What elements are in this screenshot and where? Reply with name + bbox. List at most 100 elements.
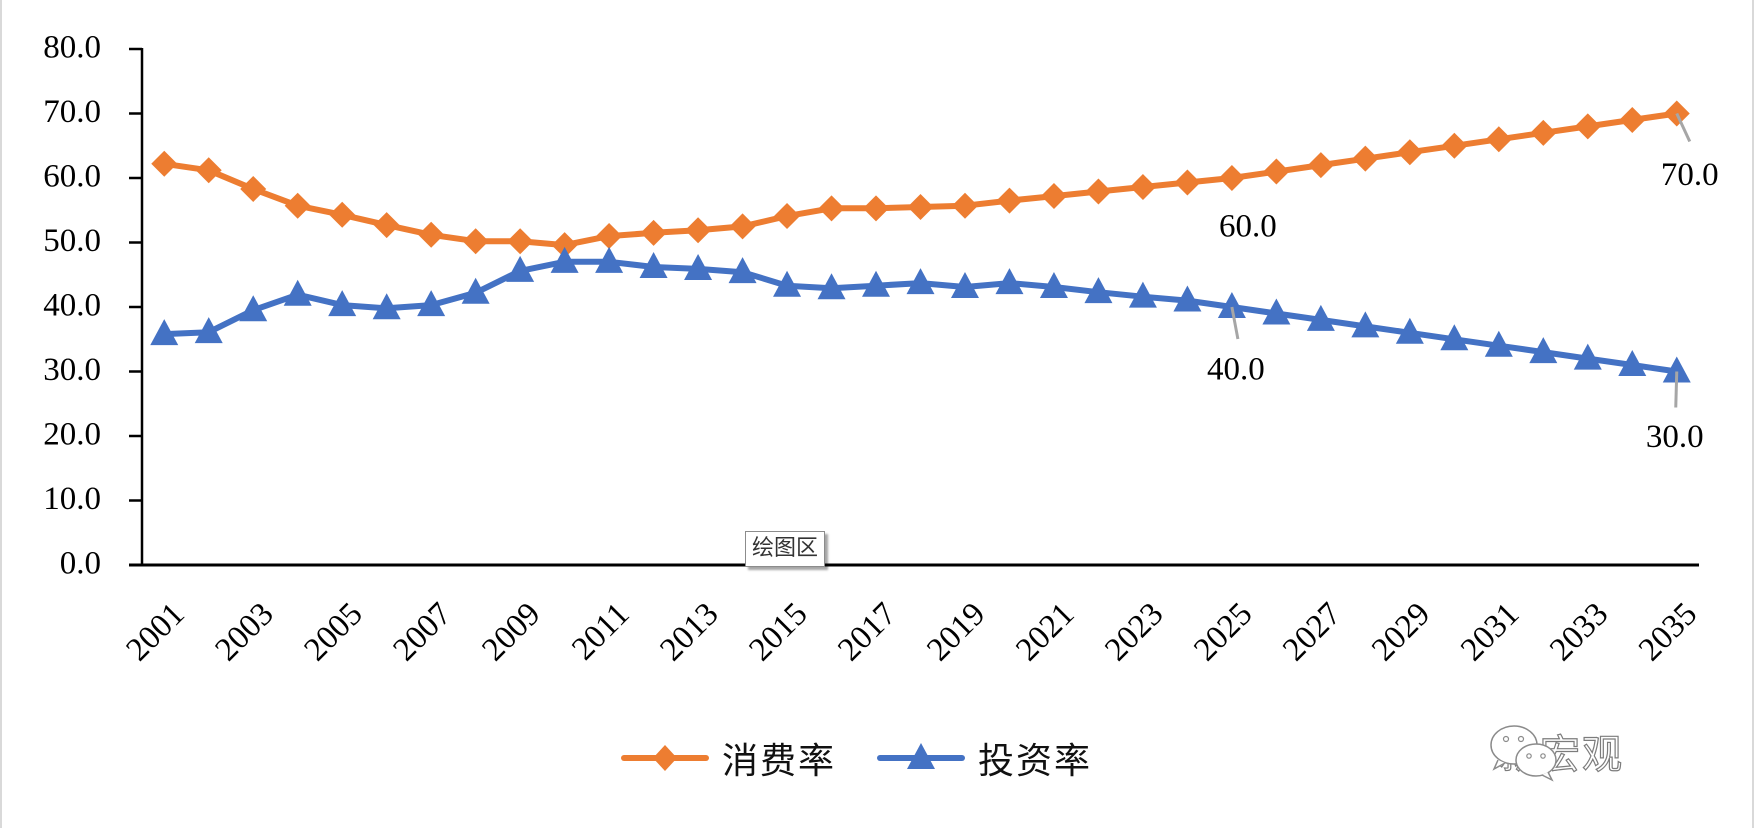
diamond-marker-icon	[621, 745, 709, 771]
triangle-marker[interactable]	[1529, 337, 1558, 364]
triangle-marker[interactable]	[595, 246, 624, 273]
x-tick-label: 2013	[653, 596, 725, 668]
diamond-marker[interactable]	[1040, 183, 1067, 210]
triangle-marker[interactable]	[328, 290, 357, 317]
watermark: 新宏观	[1488, 722, 1624, 782]
triangle-marker[interactable]	[906, 268, 935, 295]
triangle-marker[interactable]	[1440, 324, 1469, 351]
triangle-marker[interactable]	[461, 277, 490, 304]
triangle-marker[interactable]	[194, 317, 223, 344]
triangle-marker[interactable]	[1306, 304, 1335, 331]
x-tick-label: 2029	[1365, 596, 1437, 668]
triangle-marker[interactable]	[1173, 285, 1202, 312]
diamond-marker[interactable]	[462, 228, 489, 255]
diamond-marker[interactable]	[818, 195, 845, 222]
y-tick-label: 40.0	[43, 288, 101, 324]
leader-line	[1675, 112, 1692, 143]
triangle-marker[interactable]	[950, 272, 979, 299]
diamond-marker[interactable]	[863, 195, 890, 222]
triangle-marker[interactable]	[1128, 281, 1157, 308]
diamond-marker[interactable]	[151, 150, 178, 177]
y-tick-label: 80.0	[43, 30, 101, 66]
triangle-marker[interactable]	[639, 252, 668, 279]
diamond-marker[interactable]	[1485, 126, 1512, 153]
triangle-marker[interactable]	[283, 279, 312, 306]
triangle-marker[interactable]	[1618, 350, 1647, 377]
legend[interactable]: 消费率 投资率	[620, 732, 1132, 784]
triangle-marker[interactable]	[728, 257, 757, 284]
legend-label: 投资率	[978, 741, 1093, 782]
x-tick-label: 2027	[1276, 596, 1348, 668]
triangle-marker[interactable]	[817, 273, 846, 300]
diamond-marker[interactable]	[1441, 132, 1468, 159]
x-tick-label: 2009	[476, 596, 548, 668]
wechat-icon	[1490, 725, 1557, 782]
triangle-marker[interactable]	[684, 253, 713, 280]
diamond-marker[interactable]	[418, 221, 445, 248]
triangle-marker[interactable]	[1484, 330, 1513, 357]
series-consumption	[151, 100, 1690, 259]
diamond-marker[interactable]	[551, 232, 578, 259]
diamond-marker[interactable]	[195, 157, 222, 184]
triangle-marker[interactable]	[550, 246, 579, 273]
diamond-marker[interactable]	[1396, 139, 1423, 166]
diamond-marker[interactable]	[1218, 165, 1245, 191]
diamond-marker[interactable]	[596, 223, 623, 250]
diamond-marker[interactable]	[240, 175, 267, 202]
data-label: 60.0	[1219, 209, 1277, 245]
y-tick-label: 60.0	[43, 159, 101, 195]
diamond-marker[interactable]	[685, 217, 712, 244]
diamond-marker[interactable]	[996, 187, 1023, 214]
triangle-marker[interactable]	[773, 270, 802, 297]
legend-label: 消费率	[722, 741, 837, 782]
diamond-marker[interactable]	[907, 194, 934, 221]
diamond-marker[interactable]	[1129, 174, 1156, 201]
triangle-marker[interactable]	[1039, 272, 1068, 299]
triangle-marker[interactable]	[1262, 298, 1291, 325]
data-label: 70.0	[1661, 157, 1719, 193]
triangle-marker[interactable]	[1395, 317, 1424, 344]
diamond-marker[interactable]	[1263, 158, 1290, 185]
x-axis: 2001 2003 2005 2007 2009 2011 2013 2015 2017 2019…	[120, 563, 1704, 668]
triangle-marker[interactable]	[1573, 343, 1602, 370]
diamond-marker[interactable]	[729, 213, 756, 240]
x-tick-label: 2003	[209, 596, 281, 668]
diamond-marker[interactable]	[640, 219, 667, 246]
diamond-marker[interactable]	[1619, 106, 1646, 133]
diamond-marker[interactable]	[1307, 152, 1334, 179]
legend-item-consumption[interactable]: 消费率	[620, 732, 836, 784]
triangle-marker[interactable]	[506, 255, 535, 282]
legend-item-investment[interactable]: 投资率	[876, 732, 1092, 784]
triangle-marker[interactable]	[1084, 277, 1113, 304]
x-tick-label: 2005	[298, 596, 370, 668]
triangle-marker[interactable]	[1662, 356, 1691, 383]
x-tick-label: 2011	[565, 596, 636, 667]
diamond-marker[interactable]	[507, 228, 534, 255]
diamond-marker[interactable]	[373, 212, 400, 239]
triangle-marker[interactable]	[417, 290, 446, 317]
diamond-marker[interactable]	[329, 201, 356, 228]
diamond-marker[interactable]	[774, 203, 801, 230]
diamond-marker[interactable]	[951, 192, 978, 219]
plot-area-tooltip: 绘图区	[745, 531, 826, 567]
leader-line	[1230, 306, 1240, 340]
diamond-marker[interactable]	[1352, 145, 1379, 172]
diamond-marker[interactable]	[284, 192, 311, 219]
data-label: 40.0	[1207, 352, 1265, 388]
x-tick-label: 2017	[831, 596, 903, 668]
diamond-marker[interactable]	[1574, 113, 1601, 140]
triangle-marker[interactable]	[150, 319, 179, 346]
triangle-marker[interactable]	[862, 270, 891, 297]
y-tick-label: 0.0	[60, 546, 101, 582]
triangle-marker[interactable]	[1217, 292, 1246, 318]
diamond-marker[interactable]	[1174, 169, 1201, 196]
triangle-marker[interactable]	[372, 293, 401, 320]
y-tick-label: 30.0	[43, 352, 101, 388]
diamond-marker[interactable]	[1530, 119, 1557, 146]
triangle-marker[interactable]	[239, 295, 268, 322]
triangle-marker[interactable]	[1351, 311, 1380, 338]
diamond-marker[interactable]	[1085, 178, 1112, 205]
triangle-marker[interactable]	[995, 268, 1024, 295]
x-tick-label: 2007	[387, 596, 459, 668]
